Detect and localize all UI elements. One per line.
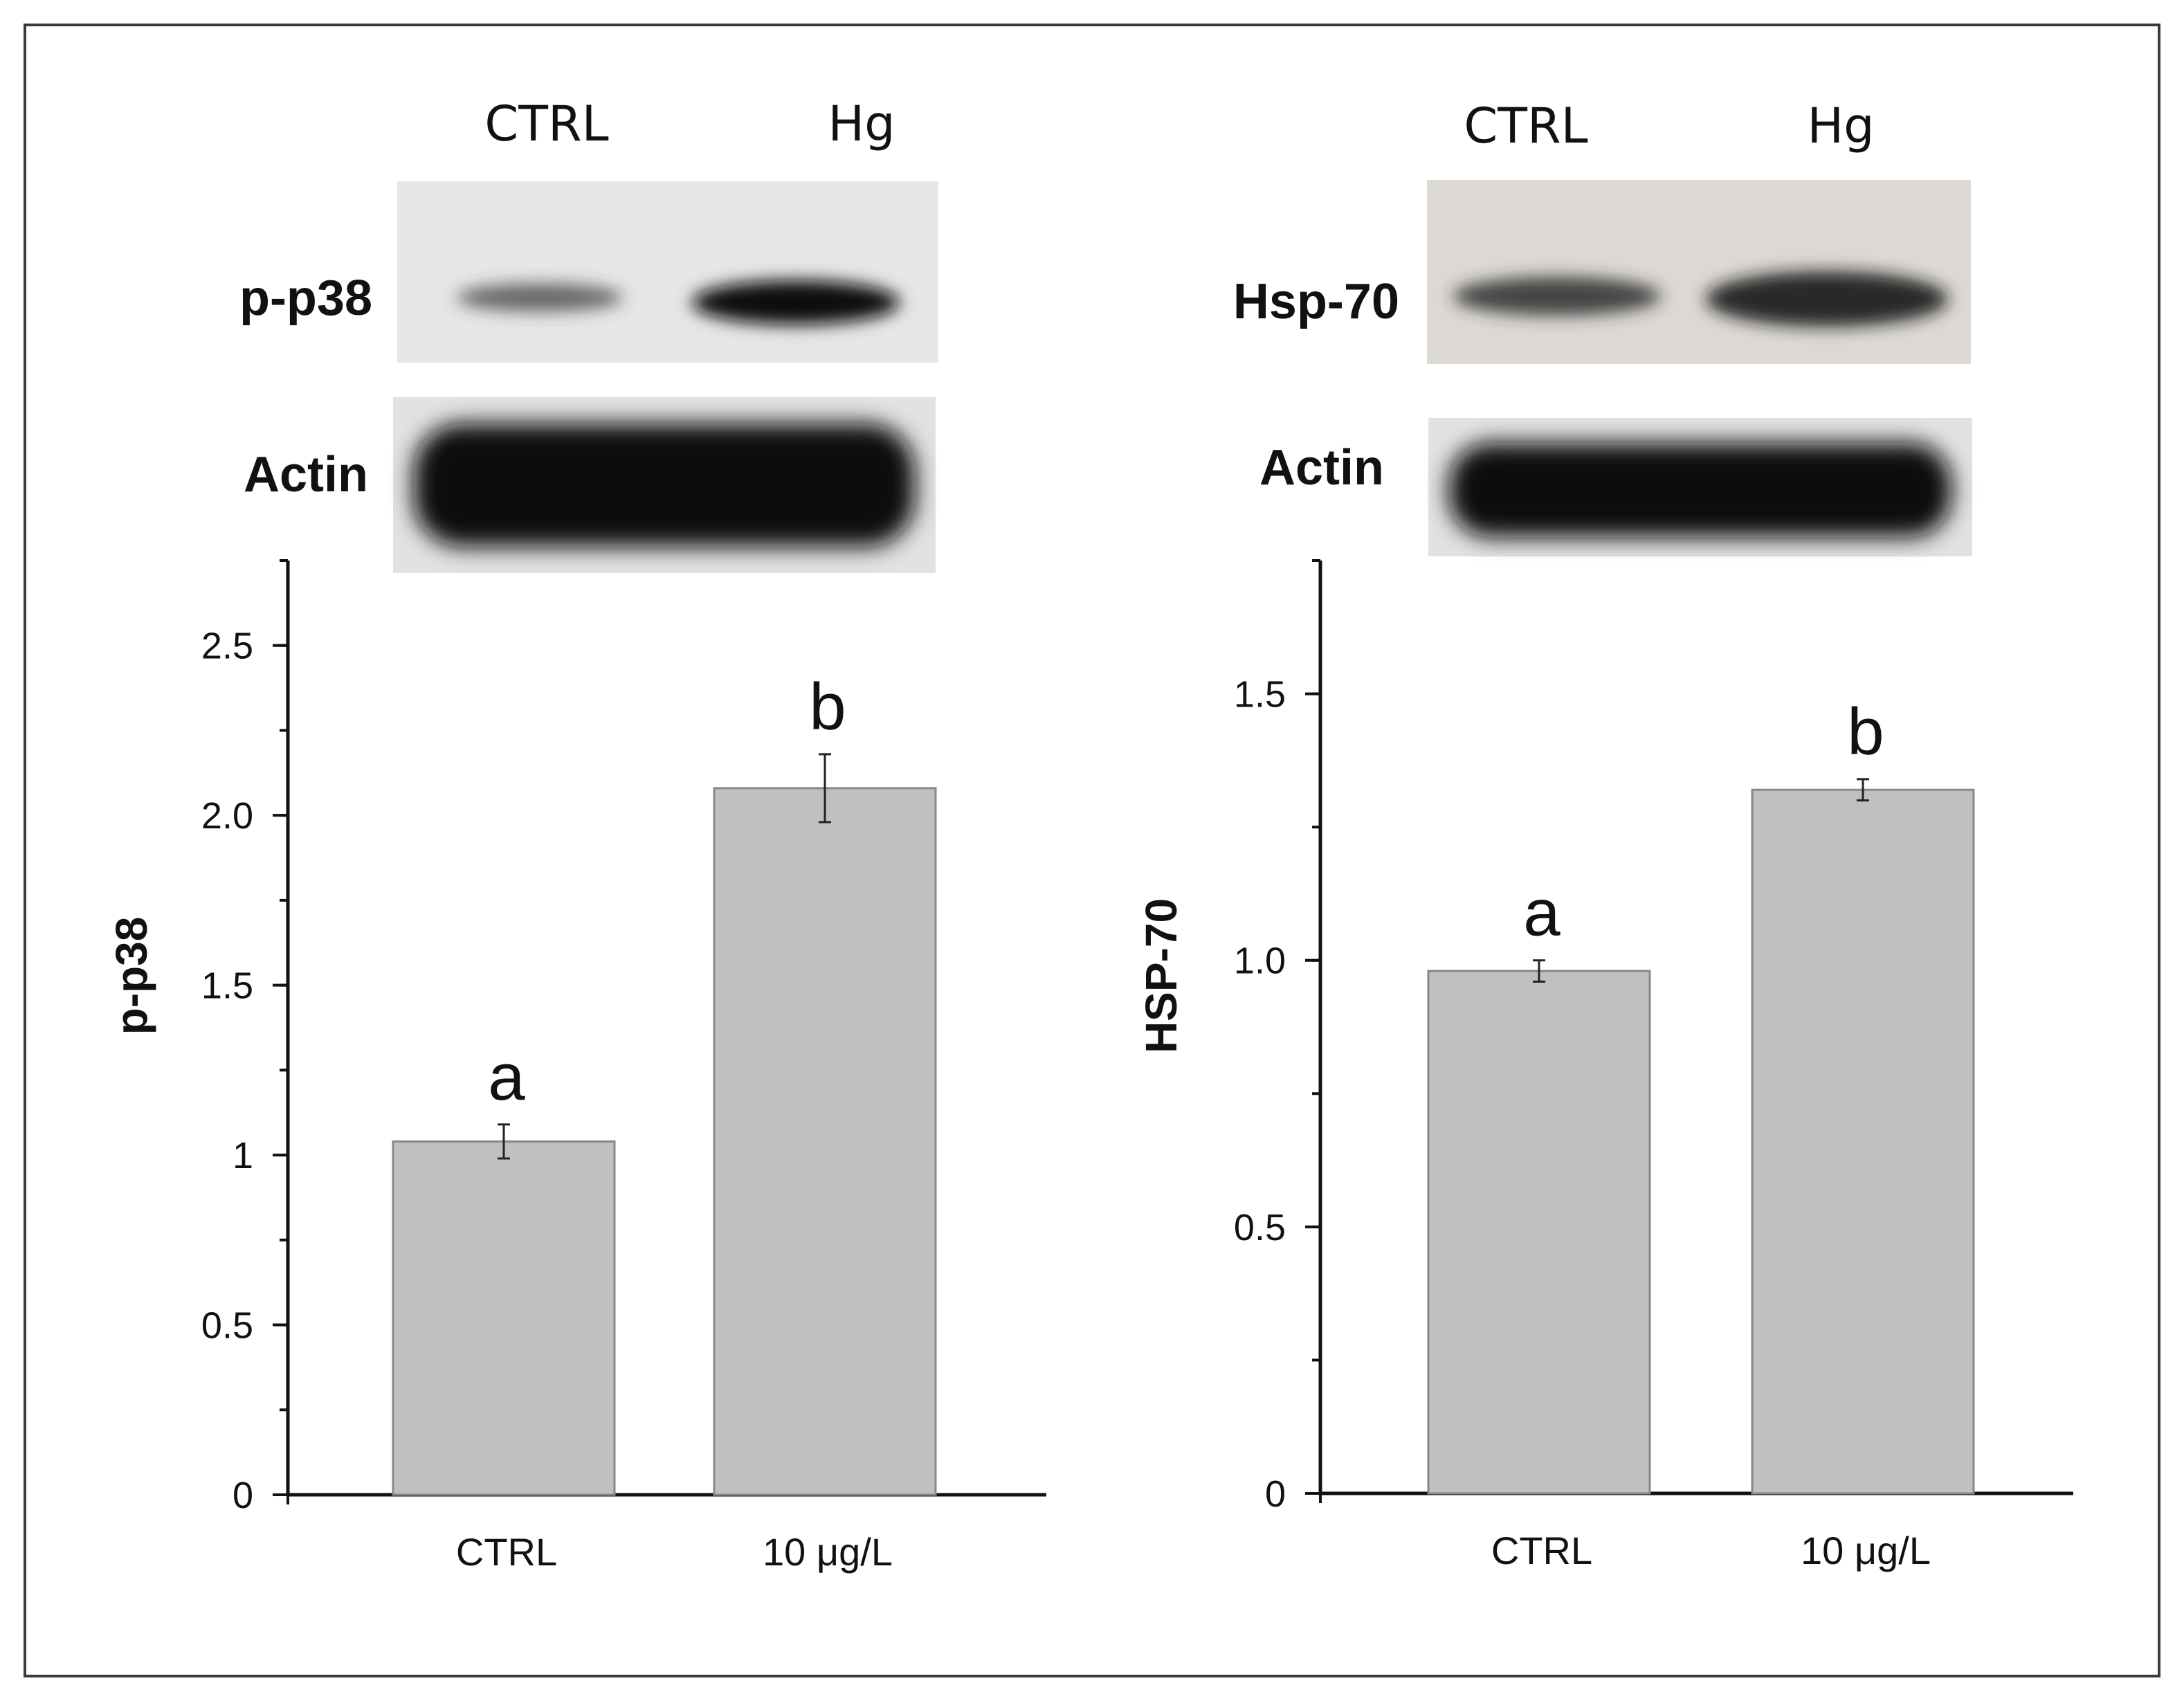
blot-membrane [397, 181, 938, 363]
significance-letter: a [1523, 876, 1560, 950]
band-hsp-70-hg [1706, 271, 1948, 327]
blot-label-actin: Actin [1259, 440, 1384, 495]
y-tick-label: 2.5 [201, 626, 253, 667]
y-axis-title: p-p38 [107, 917, 156, 1035]
y-tick-label: 0 [233, 1475, 253, 1516]
blot-label-actin: Actin [244, 447, 368, 502]
y-tick-label: 0 [1265, 1473, 1286, 1515]
lane-label-ctrl: CTRL [1464, 98, 1587, 154]
western-blot-hsp-70 [1427, 180, 1971, 364]
significance-letter: b [1847, 695, 1884, 769]
bar-treated [713, 787, 937, 1496]
bar-chart-hsp-70: 0 0.5 1.0 1.5 HSP-70 a CTRL b 10 μg/L [1136, 559, 2073, 1572]
y-axis-title: HSP-70 [1136, 898, 1186, 1053]
significance-letter: a [488, 1040, 525, 1114]
blot-label-p-p38: p-p38 [239, 271, 372, 326]
y-tick-label: 1.5 [201, 965, 253, 1007]
band-p-p38-hg [692, 280, 900, 325]
panel-p-p38: CTRL Hg p-p38 Actin 0 0.5 1 1.5 2.0 2.5 p-p38 a… [107, 95, 1046, 1574]
band-hsp-70-ctrl [1453, 277, 1661, 316]
x-category-label: CTRL [1491, 1529, 1592, 1572]
western-blot-p-p38 [397, 181, 938, 363]
bar-chart-p-p38: 0 0.5 1 1.5 2.0 2.5 p-p38 a CTRL b 10 μg/L [107, 559, 1046, 1574]
band-actin-right [1449, 443, 1951, 537]
lane-label-hg: Hg [1807, 98, 1874, 154]
blot-label-hsp-70: Hsp-70 [1233, 274, 1399, 329]
figure-border [24, 24, 2160, 1677]
band-actin-left [414, 424, 915, 547]
y-tick-label: 2.0 [201, 795, 253, 837]
significance-letter: b [809, 670, 846, 744]
x-category-label: CTRL [456, 1530, 557, 1574]
western-blot-actin-right [1428, 418, 1972, 556]
y-tick-label: 1.0 [1234, 940, 1286, 982]
x-category-label: 10 μg/L [1801, 1529, 1931, 1572]
y-tick-label: 0.5 [1234, 1207, 1286, 1248]
band-p-p38-ctrl [457, 284, 623, 311]
y-tick-label: 1 [233, 1135, 253, 1176]
y-tick-label: 1.5 [1234, 674, 1286, 716]
bar-treated [1751, 788, 1975, 1495]
western-blot-actin-left [393, 397, 936, 573]
x-category-label: 10 μg/L [763, 1530, 893, 1574]
panel-hsp-70: CTRL Hg Hsp-70 Actin 0 0.5 1.0 1.5 HSP-70 a CT… [1136, 98, 2073, 1572]
bar-ctrl [1427, 970, 1651, 1495]
blot-membrane [1427, 180, 1971, 364]
lane-label-hg: Hg [828, 95, 895, 152]
lane-label-ctrl: CTRL [484, 95, 608, 152]
bar-ctrl [392, 1140, 616, 1496]
y-tick-label: 0.5 [201, 1305, 253, 1347]
